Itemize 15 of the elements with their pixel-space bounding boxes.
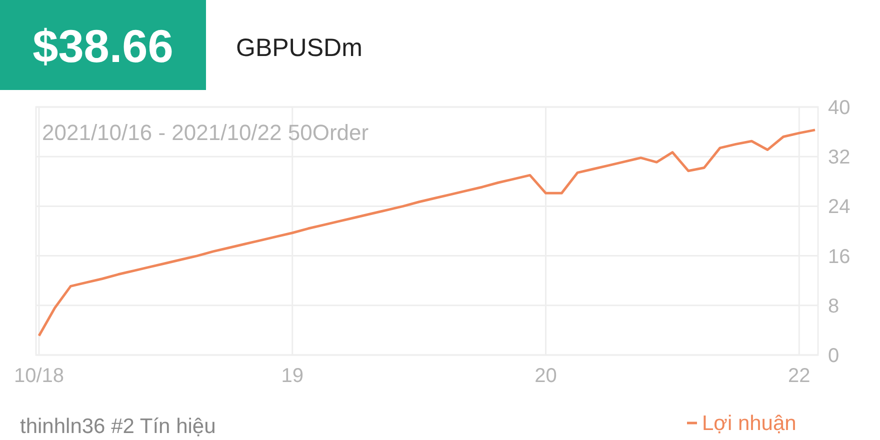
x-tick-label: 10/18 [14, 365, 64, 387]
y-tick-label: 8 [828, 295, 840, 318]
y-tick-label: 40 [828, 97, 850, 119]
y-tick-label: 16 [828, 246, 850, 268]
chart-title: $38.66 [32, 20, 174, 72]
chart-subtitle: GBPUSDm [236, 34, 362, 62]
y-tick-label: 0 [828, 345, 840, 367]
x-tick-label: 22 [788, 365, 810, 387]
text: thinhln36 #2 Tín hiệu [20, 415, 216, 438]
x-tick-label: 19 [281, 365, 304, 387]
annotation: 2021/10/16 - 2021/10/22 50Order [42, 120, 369, 145]
y-tick-label: 32 [828, 146, 850, 169]
y-tick-label: 24 [828, 196, 850, 218]
legend-label: Lợi nhuận [702, 412, 796, 435]
x-tick-label: 20 [534, 365, 557, 387]
